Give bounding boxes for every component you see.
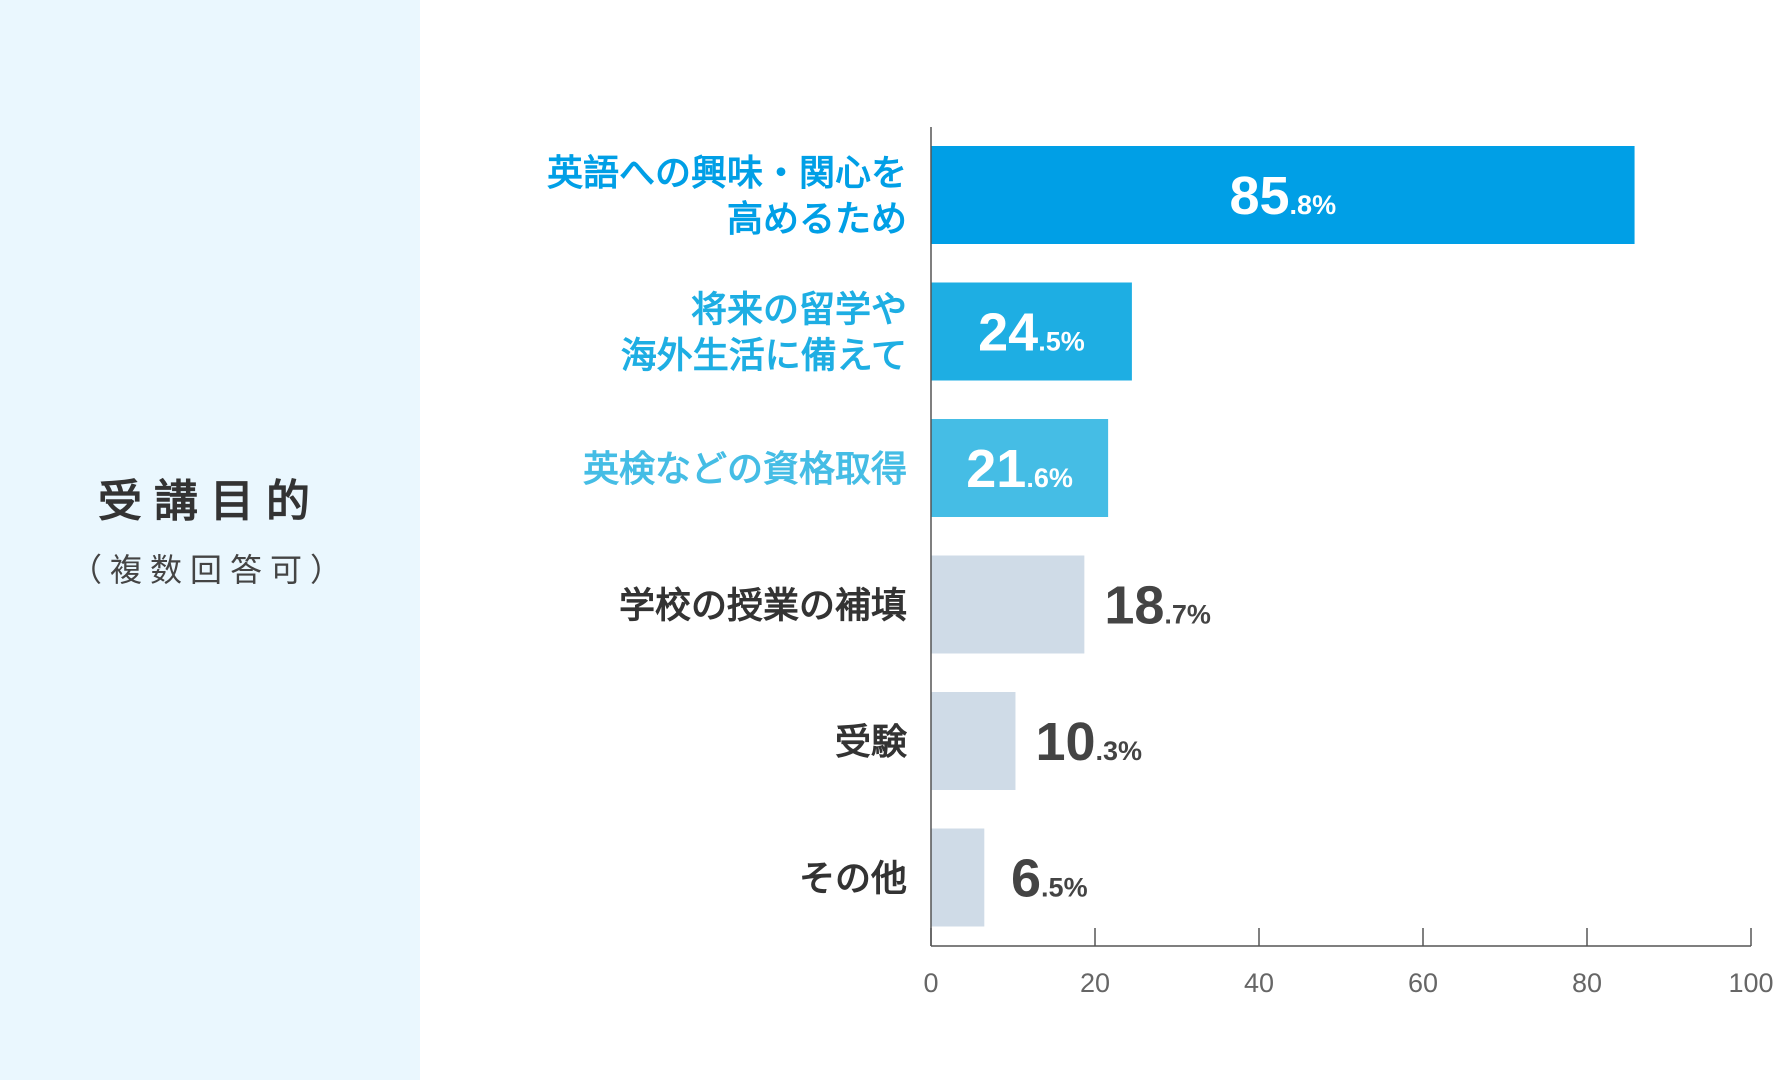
bar: [931, 692, 1016, 790]
value-label: 21.6%: [966, 439, 1073, 499]
x-tick-label: 40: [1244, 968, 1274, 998]
category-label: 学校の授業の補填: [619, 585, 907, 627]
bar: [931, 828, 985, 927]
value-label: 18.7%: [1104, 576, 1211, 636]
value-label: 6.5%: [1011, 849, 1088, 909]
bar: [931, 282, 1132, 381]
side-title: 受講目的: [98, 476, 322, 527]
value-label: 85.8%: [1229, 166, 1336, 226]
category-label: 海外生活に備えて: [621, 336, 907, 377]
category-label: 将来の留学や: [691, 289, 907, 331]
x-tick-label: 100: [1728, 968, 1773, 998]
category-label: 英検などの資格取得: [583, 449, 907, 490]
side-panel: 受講目的 （複数回答可）: [0, 0, 420, 1080]
value-label: 24.5%: [978, 303, 1085, 363]
category-label: その他: [799, 859, 907, 900]
category-label: 受験: [835, 722, 908, 763]
bar: [931, 419, 1109, 517]
value-label: 10.3%: [1035, 712, 1142, 772]
category-label: 高めるため: [727, 199, 907, 240]
x-tick-label: 60: [1408, 968, 1438, 998]
side-subtitle: （複数回答可）: [69, 551, 350, 589]
bar: [931, 146, 1635, 244]
bar: [931, 555, 1085, 654]
x-tick-label: 80: [1572, 968, 1602, 998]
category-label: 英語への興味・関心を: [547, 153, 907, 194]
x-tick-label: 0: [923, 968, 938, 998]
x-tick-label: 20: [1080, 968, 1110, 998]
